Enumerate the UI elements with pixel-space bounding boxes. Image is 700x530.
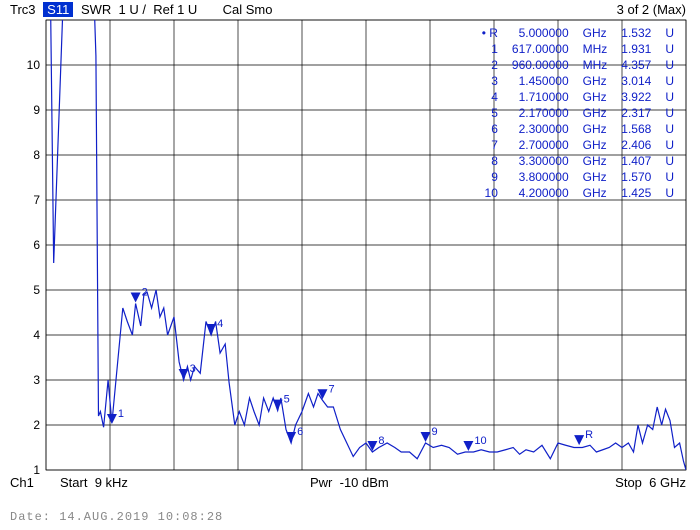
start-freq: Start 9 kHz	[60, 475, 128, 490]
marker-6-label: 6	[297, 426, 303, 438]
marker-4-label: 4	[217, 318, 223, 330]
marker-row-1: 1617.00000MHz1.931U	[462, 42, 680, 56]
svg-text:8: 8	[33, 148, 40, 162]
svg-text:5: 5	[33, 283, 40, 297]
marker-row-3: 31.450000GHz3.014U	[462, 74, 680, 88]
svg-text:3: 3	[33, 373, 40, 387]
marker-table: • R5.000000GHz1.532U 1617.00000MHz1.931U 2…	[460, 24, 682, 202]
marker-row-4: 41.710000GHz3.922U	[462, 90, 680, 104]
power-level: Pwr -10 dBm	[310, 475, 389, 490]
marker-3-label: 3	[190, 363, 196, 375]
marker-row-8: 83.300000GHz1.407U	[462, 154, 680, 168]
timestamp: Date: 14.AUG.2019 10:08:28	[10, 510, 223, 524]
svg-text:6: 6	[33, 238, 40, 252]
svg-text:1: 1	[33, 463, 40, 477]
marker-row-7: 72.700000GHz2.406U	[462, 138, 680, 152]
stop-freq: Stop 6 GHz	[615, 475, 686, 490]
channel-label: Ch1	[10, 475, 34, 490]
svg-text:9: 9	[33, 103, 40, 117]
svg-text:2: 2	[33, 418, 40, 432]
marker-row-9: 93.800000GHz1.570U	[462, 170, 680, 184]
marker-row-2: 2960.00000MHz4.357U	[462, 58, 680, 72]
marker-5-label: 5	[284, 394, 290, 406]
marker-row-6: 62.300000GHz1.568U	[462, 122, 680, 136]
marker-10-label: 10	[474, 435, 486, 447]
marker-R-label: R	[585, 429, 593, 441]
marker-2-label: 2	[142, 287, 148, 299]
marker-7-label: 7	[328, 383, 334, 395]
svg-text:4: 4	[33, 328, 40, 342]
marker-row-10: 104.200000GHz1.425U	[462, 186, 680, 200]
marker-row-5: 52.170000GHz2.317U	[462, 106, 680, 120]
svg-text:7: 7	[33, 193, 40, 207]
marker-row-R: • R5.000000GHz1.532U	[462, 26, 680, 40]
marker-9-label: 9	[432, 426, 438, 438]
marker-8-label: 8	[378, 435, 384, 447]
svg-text:10: 10	[27, 58, 41, 72]
marker-1-label: 1	[118, 408, 124, 420]
